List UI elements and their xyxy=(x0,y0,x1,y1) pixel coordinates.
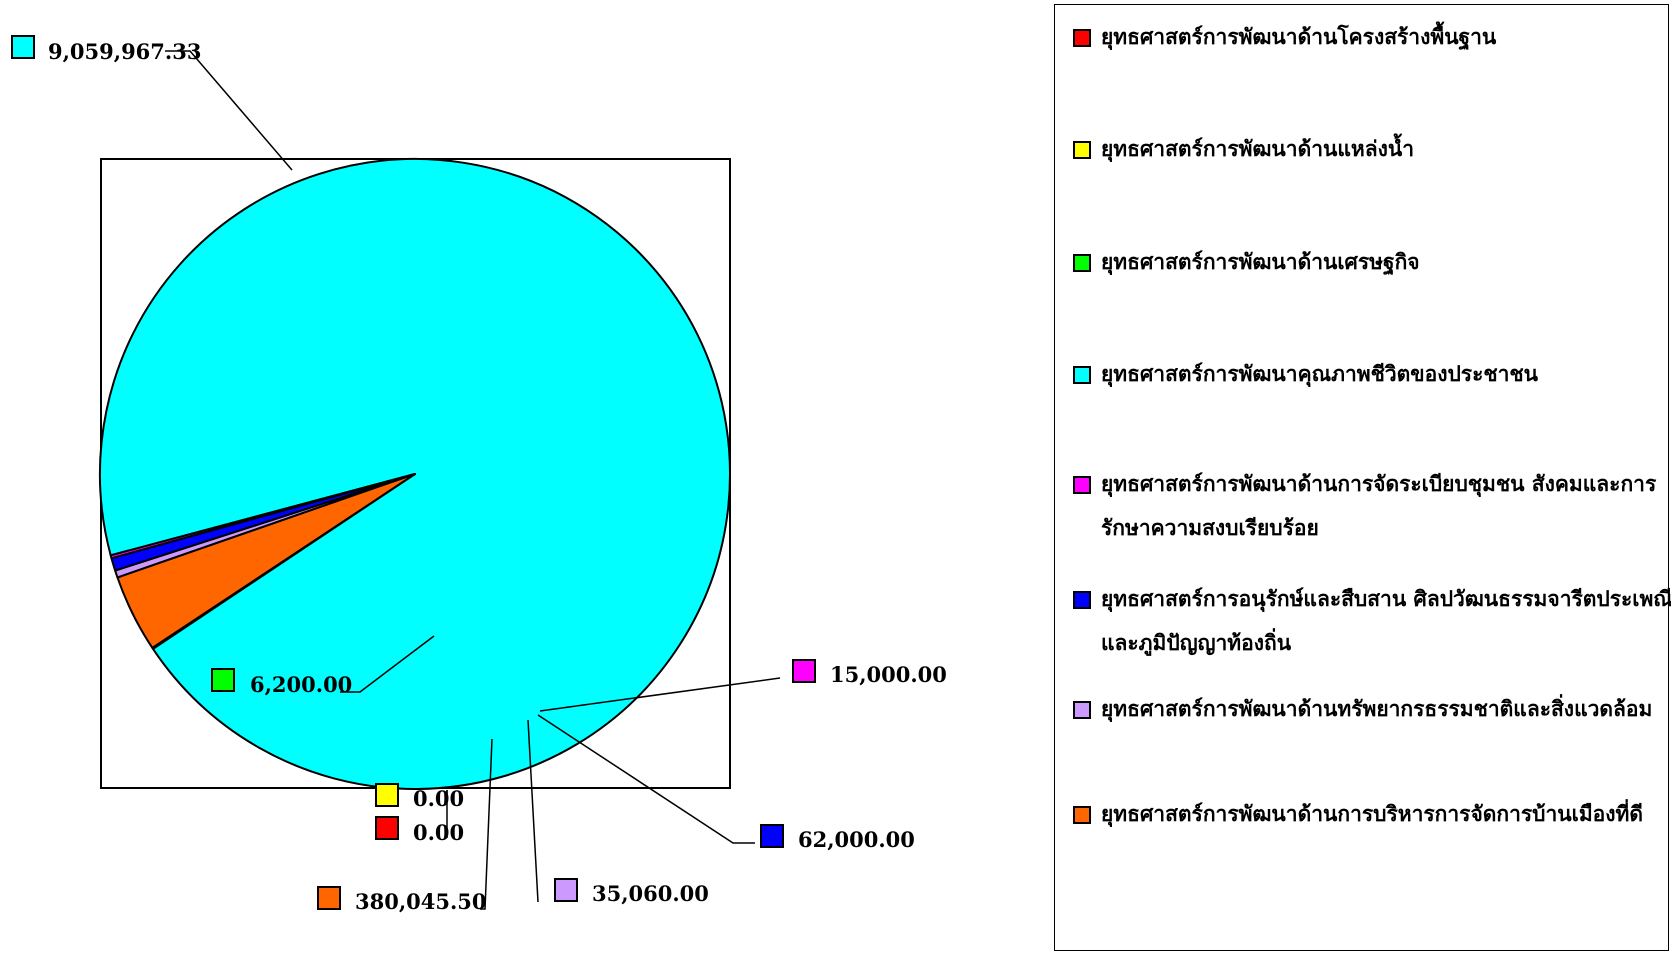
legend-item: ยุทธศาสตร์การพัฒนาด้านเศรษฐกิจ xyxy=(1073,248,1671,284)
leader-line xyxy=(539,677,781,712)
legend-label: ยุทธศาสตร์การพัฒนาด้านเศรษฐกิจ xyxy=(1101,250,1420,274)
data-label: 35,060.00 xyxy=(592,881,709,906)
data-label-swatch xyxy=(792,659,816,683)
legend-label: ยุทธศาสตร์การพัฒนาคุณภาพชีวิตของประชาชน xyxy=(1101,362,1539,386)
data-labels: 0.00 0.00 6,200.00 9,059,967.33 15,000.00 62,… xyxy=(11,35,947,914)
legend-swatch xyxy=(1073,254,1091,272)
legend-swatch xyxy=(1073,476,1091,494)
leader-line xyxy=(340,635,435,693)
data-label-swatch xyxy=(317,886,341,910)
legend-item: ยุทธศาสตร์การพัฒนาด้านแหล่งน้ำ xyxy=(1073,135,1671,171)
legend-item: ยุทธศาสตร์การพัฒนาคุณภาพชีวิตของประชาชน xyxy=(1073,360,1671,396)
data-label: 6,200.00 xyxy=(250,672,352,697)
legend-item: ยุทธศาสตร์การพัฒนาด้านทรัพยากรธรรมชาติแล… xyxy=(1073,695,1671,731)
legend-swatch xyxy=(1073,366,1091,384)
pie-slice xyxy=(116,473,416,649)
leader-line xyxy=(527,719,539,903)
legend-item: ยุทธศาสตร์การอนุรักษ์และสืบสาน ศิลปวัฒนธ… xyxy=(1073,585,1671,665)
leader-line xyxy=(480,738,493,910)
data-label: 0.00 xyxy=(413,820,464,845)
legend-item: ยุทธศาสตร์การพัฒนาด้านการจัดระเบียบชุมชน… xyxy=(1073,470,1671,550)
legend-label: ยุทธศาสตร์การพัฒนาด้านแหล่งน้ำ xyxy=(1101,137,1415,161)
data-label: 15,000.00 xyxy=(830,662,947,687)
legend-label: ยุทธศาสตร์การพัฒนาด้านการจัดระเบียบชุมชน… xyxy=(1101,472,1657,540)
legend-swatch xyxy=(1073,806,1091,824)
legend-label: ยุทธศาสตร์การอนุรักษ์และสืบสาน ศิลปวัฒนธ… xyxy=(1101,587,1671,655)
data-label-swatch xyxy=(760,824,784,848)
legend-label: ยุทธศาสตร์การพัฒนาด้านทรัพยากรธรรมชาติแล… xyxy=(1101,697,1653,721)
legend-item: ยุทธศาสตร์การพัฒนาด้านการบริหารการจัดการ… xyxy=(1073,800,1671,836)
data-label: 0.00 xyxy=(413,786,464,811)
legend-label: ยุทธศาสตร์การพัฒนาด้านโครงสร้างพื้นฐาน xyxy=(1101,25,1497,49)
legend: ยุทธศาสตร์การพัฒนาด้านโครงสร้างพื้นฐานยุ… xyxy=(1054,4,1671,951)
legend-swatch xyxy=(1073,591,1091,609)
data-label-swatch xyxy=(375,816,399,840)
data-label: 9,059,967.33 xyxy=(48,39,201,64)
pie-slices xyxy=(99,157,731,790)
data-label-swatch xyxy=(375,783,399,807)
data-label-swatch xyxy=(211,668,235,692)
data-label: 62,000.00 xyxy=(798,827,915,852)
leader-line xyxy=(165,50,293,171)
leader-lines xyxy=(165,50,781,910)
leader-line xyxy=(537,714,755,844)
data-label: 380,045.50 xyxy=(355,889,487,914)
legend-swatch xyxy=(1073,701,1091,719)
legend-swatch xyxy=(1073,141,1091,159)
legend-swatch xyxy=(1073,29,1091,47)
legend-label: ยุทธศาสตร์การพัฒนาด้านการบริหารการจัดการ… xyxy=(1101,802,1644,826)
data-label-swatch xyxy=(11,35,35,59)
legend-item: ยุทธศาสตร์การพัฒนาด้านโครงสร้างพื้นฐาน xyxy=(1073,23,1671,59)
data-label-swatch xyxy=(554,878,578,902)
